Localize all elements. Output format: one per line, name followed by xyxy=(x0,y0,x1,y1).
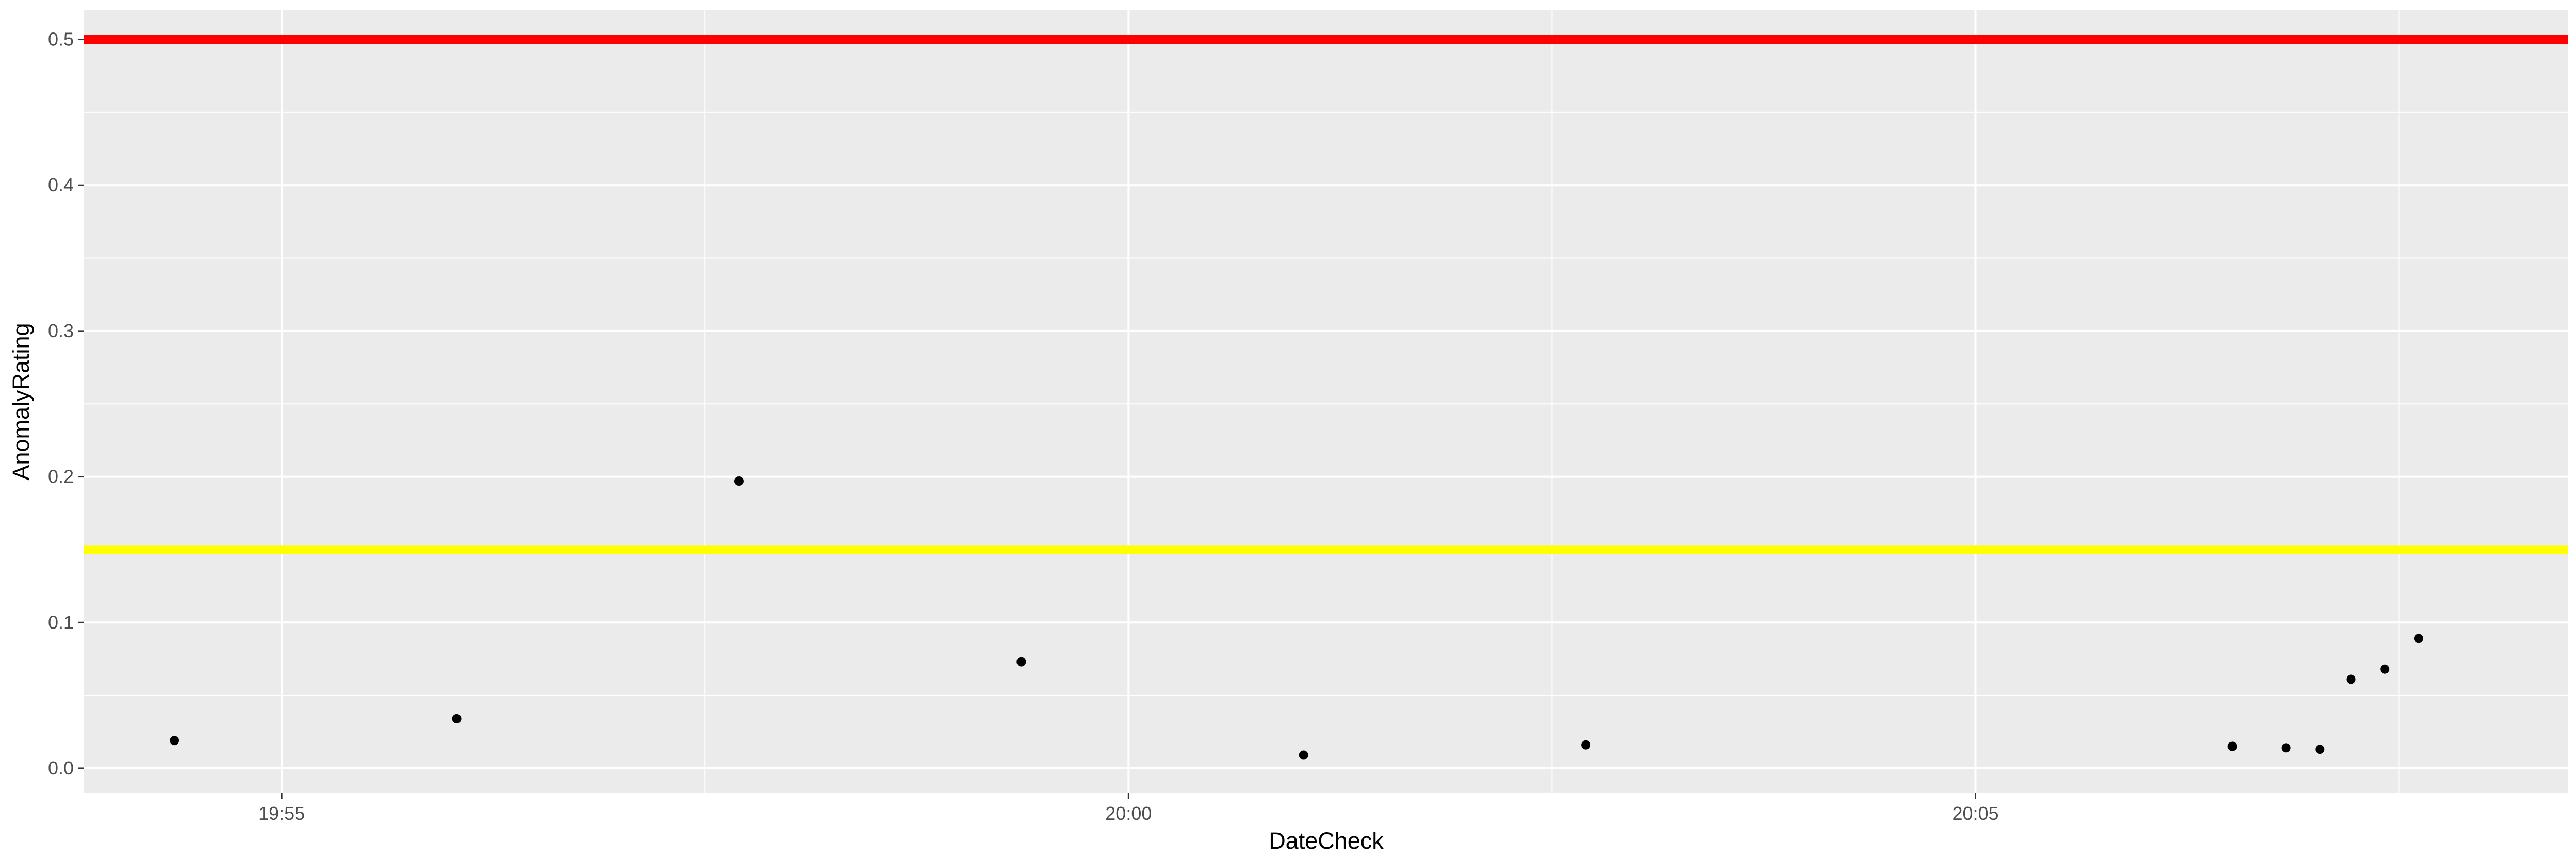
y-axis: 0.0 0.1 0.2 0.3 0.4 0.5 xyxy=(48,29,84,779)
x-tick-label: 19:55 xyxy=(258,803,305,824)
y-axis-title: AnomalyRating xyxy=(8,323,34,480)
data-point xyxy=(2227,741,2237,751)
data-point xyxy=(1581,740,1591,750)
x-axis: 19:55 20:00 20:05 xyxy=(258,793,1999,824)
threshold-lines xyxy=(84,35,2568,554)
x-tick-label: 20:00 xyxy=(1105,803,1152,824)
data-point xyxy=(452,714,462,723)
y-tick-label: 0.2 xyxy=(48,466,74,487)
y-tick-label: 0.4 xyxy=(48,174,74,195)
data-point xyxy=(1016,657,1026,667)
y-tick-label: 0.1 xyxy=(48,612,74,633)
y-tick-label: 0.0 xyxy=(48,757,74,779)
data-point xyxy=(734,476,744,486)
data-point xyxy=(2315,745,2325,754)
y-tick-label: 0.5 xyxy=(48,29,74,50)
data-point xyxy=(2281,743,2291,753)
data-point xyxy=(2414,634,2423,643)
data-point xyxy=(1299,750,1308,760)
data-point xyxy=(170,736,179,746)
data-point xyxy=(2380,664,2390,674)
x-tick-label: 20:05 xyxy=(1952,803,1998,824)
x-axis-title: DateCheck xyxy=(1269,828,1384,854)
data-points xyxy=(170,476,2423,760)
y-tick-label: 0.3 xyxy=(48,320,74,341)
plot-panel xyxy=(84,10,2568,793)
data-point xyxy=(2346,674,2356,684)
